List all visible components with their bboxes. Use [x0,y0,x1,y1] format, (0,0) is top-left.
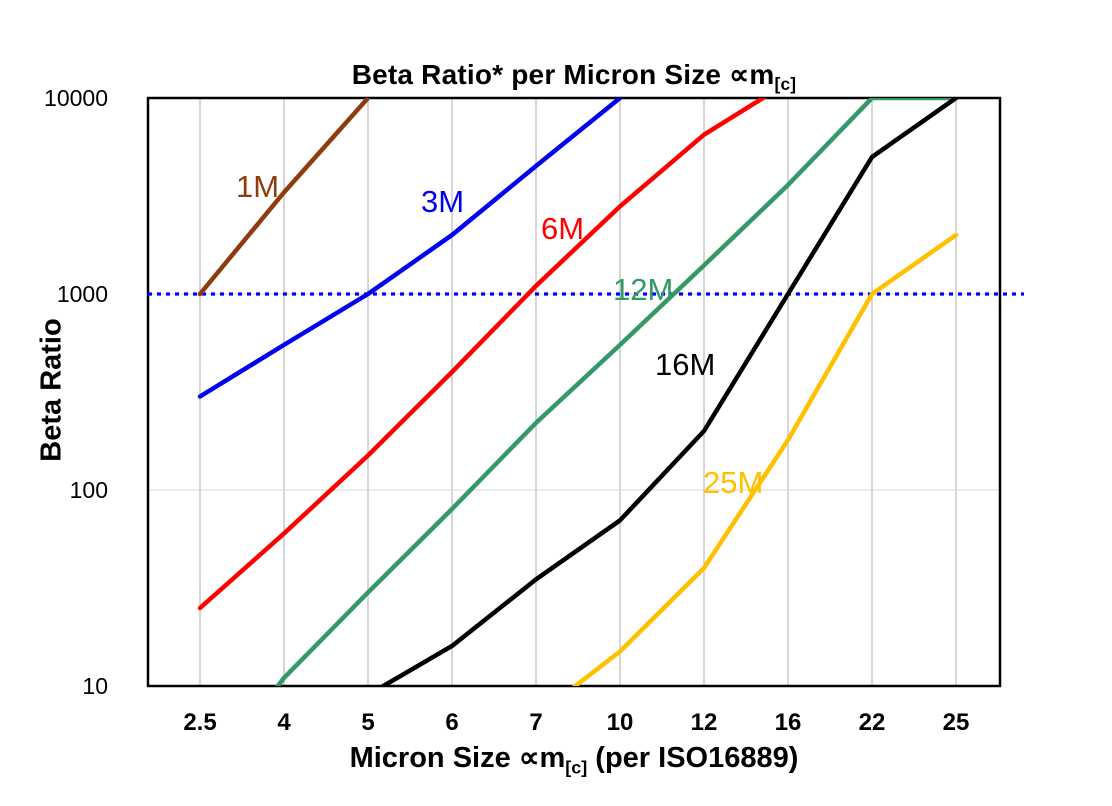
series-label-12M: 12M [613,272,673,307]
x-tick-label-16: 16 [775,709,802,736]
series-line-25M [571,232,959,686]
series-label-1M: 1M [236,169,279,204]
series-label-16M: 16M [655,347,715,382]
series-label-3M: 3M [421,184,464,219]
x-tick-label-4: 4 [277,709,291,736]
series-label-6M: 6M [541,211,584,246]
y-tick-label-10000: 10000 [44,85,108,111]
x-axis-title-pre: Micron Size ∝m [349,742,566,774]
x-tick-label-2.5: 2.5 [183,709,216,736]
chart-title-subscript: [c] [774,74,797,95]
x-tick-label-7: 7 [529,709,542,736]
series-line-1M [197,98,371,297]
series-line-16M [378,98,959,686]
series-label-25M: 25M [703,465,763,500]
x-tick-label-6: 6 [445,709,458,736]
x-tick-label-5: 5 [361,709,374,736]
x-tick-label-12: 12 [691,709,718,736]
chart-title-main: Beta Ratio* per Micron Size ∝m [351,59,775,90]
x-tick-label-22: 22 [859,709,886,736]
x-axis-title-subscript: [c] [565,757,588,778]
x-axis-title-post: (per ISO16889) [587,742,799,774]
series-line-12M [275,98,959,686]
y-tick-label-1000: 1000 [57,281,108,307]
x-axis-title: Micron Size ∝m[c] (per ISO16889) [148,740,1000,778]
series-line-3M [197,98,623,399]
chart-title: Beta Ratio* per Micron Size ∝m[c] [148,58,1000,95]
x-tick-label-10: 10 [607,709,634,736]
series-line-6M [197,98,768,611]
y-tick-label-100: 100 [70,477,108,503]
y-tick-label-10: 10 [82,673,108,699]
x-tick-label-25: 25 [943,709,970,736]
